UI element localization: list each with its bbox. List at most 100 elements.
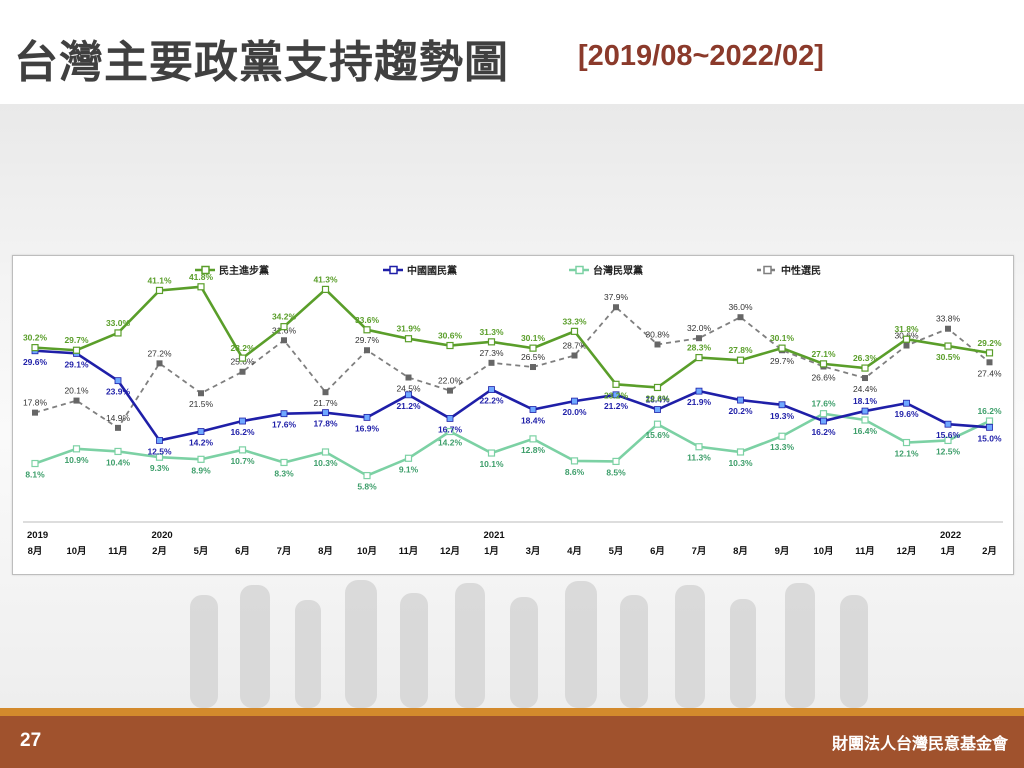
data-label-kmt: 18.4%	[521, 416, 546, 426]
data-point-kmt	[695, 387, 703, 395]
data-label-kmt: 20.2%	[728, 406, 753, 416]
data-point-dpp	[31, 344, 39, 352]
data-label-neutral: 32.0%	[687, 323, 712, 333]
crowd-silhouette-decoration	[190, 580, 868, 708]
x-tick-label: 5月	[609, 546, 624, 557]
data-label-tpp: 12.8%	[521, 445, 546, 455]
x-tick-label: 7月	[692, 546, 707, 557]
data-point-tpp	[861, 416, 869, 424]
data-point-neutral	[862, 375, 868, 382]
data-label-tpp: 16.2%	[977, 406, 1002, 416]
data-point-tpp	[985, 417, 994, 425]
x-tick-label: 10月	[66, 546, 86, 557]
data-point-dpp	[238, 354, 247, 362]
data-point-neutral	[613, 304, 619, 311]
legend-label-dpp: 民主進步黨	[219, 264, 269, 277]
data-point-kmt	[571, 397, 578, 405]
data-label-tpp: 13.3%	[770, 442, 795, 452]
data-label-dpp: 27.8%	[728, 345, 753, 355]
data-label-kmt: 19.6%	[894, 409, 919, 419]
data-label-kmt: 21.9%	[687, 397, 712, 407]
data-point-neutral	[281, 337, 287, 344]
data-label-tpp: 9.1%	[399, 464, 419, 474]
data-point-dpp	[280, 323, 288, 331]
data-point-neutral	[654, 341, 661, 348]
data-label-tpp: 9.3%	[150, 463, 170, 473]
data-label-kmt: 21.2%	[604, 401, 629, 411]
data-point-tpp	[197, 455, 205, 463]
data-point-neutral	[198, 390, 204, 397]
data-point-tpp	[404, 454, 413, 462]
data-label-neutral: 27.3%	[479, 348, 504, 358]
year-label-2021: 2021	[484, 530, 506, 541]
data-label-kmt: 16.2%	[230, 427, 255, 437]
data-label-dpp: 30.6%	[438, 331, 463, 341]
legend-label-tpp: 台灣民眾黨	[593, 264, 643, 277]
data-label-dpp: 29.2%	[977, 338, 1002, 348]
data-point-dpp	[612, 380, 620, 388]
data-label-dpp: 34.2%	[272, 312, 297, 322]
data-point-tpp	[155, 453, 164, 461]
data-point-tpp	[570, 457, 579, 465]
data-point-kmt	[820, 417, 827, 425]
data-label-dpp: 29.7%	[64, 335, 89, 345]
data-label-dpp: 30.5%	[936, 352, 961, 362]
data-point-neutral	[737, 314, 744, 321]
x-tick-label: 8月	[28, 546, 43, 557]
x-tick-label: 11月	[399, 546, 419, 557]
data-label-dpp: 30.1%	[521, 333, 546, 343]
x-tick-label: 11月	[108, 546, 128, 557]
data-label-neutral: 29.7%	[355, 335, 380, 345]
data-label-neutral: 37.9%	[604, 292, 629, 302]
chart-frame: 民主進步黨 中國國民黨 台灣民眾黨 中性選民 8月 10月 11月 2月 5月 6月 7月 8月 10月…	[12, 255, 1014, 575]
data-label-dpp: 30.1%	[770, 333, 795, 343]
data-point-dpp	[446, 341, 454, 350]
footer-bar: 27 財團法人台灣民意基金會	[0, 716, 1024, 768]
data-label-dpp: 28.3%	[687, 343, 712, 353]
data-point-dpp	[529, 344, 537, 352]
data-label-dpp: 26.3%	[853, 353, 878, 363]
data-label-kmt: 16.7%	[438, 424, 463, 434]
data-point-neutral	[32, 409, 38, 416]
data-label-dpp: 31.8%	[894, 324, 919, 334]
data-label-tpp: 5.8%	[357, 482, 377, 492]
data-point-tpp	[529, 435, 537, 443]
legend-label-kmt: 中國國民黨	[407, 264, 457, 277]
slide-title-range: [2019/08~2022/02]	[578, 40, 824, 72]
year-label-2020: 2020	[152, 530, 173, 541]
data-label-dpp: 31.9%	[396, 324, 421, 334]
data-point-kmt	[903, 399, 910, 407]
data-point-tpp	[487, 449, 496, 457]
data-point-dpp	[819, 360, 828, 368]
data-point-dpp	[197, 283, 205, 291]
data-point-dpp	[695, 353, 703, 362]
data-label-tpp: 14.2%	[438, 438, 463, 448]
data-point-kmt	[280, 410, 288, 418]
data-point-tpp	[72, 445, 81, 453]
data-point-tpp	[446, 427, 454, 436]
data-label-dpp: 30.2%	[23, 333, 48, 343]
data-point-dpp	[736, 356, 745, 364]
data-point-kmt	[654, 406, 661, 413]
data-label-dpp: 33.0%	[106, 318, 131, 328]
data-point-dpp	[778, 344, 786, 352]
data-label-neutral: 21.7%	[313, 398, 338, 408]
x-tick-label: 5月	[194, 546, 209, 557]
data-point-neutral	[73, 397, 80, 404]
data-point-kmt	[861, 407, 869, 415]
data-point-neutral	[405, 374, 412, 381]
data-label-neutral: 20.1%	[64, 386, 89, 396]
legend-marker-kmt	[389, 265, 398, 275]
data-label-tpp: 10.3%	[728, 458, 753, 468]
data-label-kmt: 16.9%	[355, 423, 380, 433]
data-point-kmt	[778, 401, 786, 409]
data-point-dpp	[487, 338, 496, 346]
data-label-kmt: 22.2%	[479, 396, 504, 406]
data-label-tpp: 10.1%	[479, 459, 504, 469]
data-label-kmt: 18.1%	[853, 396, 878, 406]
x-tick-label: 2月	[152, 546, 167, 557]
data-label-tpp: 10.4%	[106, 457, 131, 467]
data-point-tpp	[363, 471, 371, 480]
x-tick-label: 8月	[318, 546, 333, 557]
data-label-kmt: 17.8%	[313, 419, 338, 429]
